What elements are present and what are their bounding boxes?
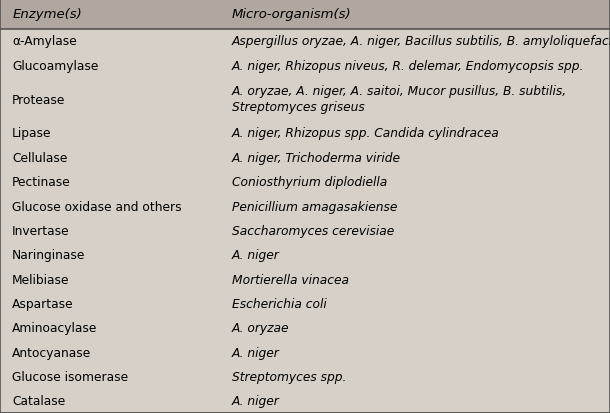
Text: Micro-organism(s): Micro-organism(s) — [232, 8, 351, 21]
Text: Naringinase: Naringinase — [12, 249, 85, 261]
Text: A. niger, Trichoderma viride: A. niger, Trichoderma viride — [232, 152, 401, 164]
Text: Melibiase: Melibiase — [12, 273, 70, 286]
Text: Coniosthyrium diplodiella: Coniosthyrium diplodiella — [232, 176, 387, 189]
Bar — [0, 316, 610, 340]
Text: A. niger, Rhizopus niveus, R. delemar, Endomycopsis spp.: A. niger, Rhizopus niveus, R. delemar, E… — [232, 59, 584, 72]
Bar — [0, 340, 610, 364]
Text: Glucoamylase: Glucoamylase — [12, 59, 99, 72]
Bar — [0, 78, 610, 121]
Text: A. niger: A. niger — [232, 394, 279, 407]
Bar — [0, 146, 610, 170]
Text: Glucose isomerase: Glucose isomerase — [12, 370, 128, 383]
Text: Saccharomyces cerevisiae: Saccharomyces cerevisiae — [232, 224, 394, 237]
Text: Lipase: Lipase — [12, 127, 52, 140]
Text: A. oryzae: A. oryzae — [232, 321, 289, 335]
Text: A. niger, Rhizopus spp. Candida cylindracea: A. niger, Rhizopus spp. Candida cylindra… — [232, 127, 500, 140]
Bar — [0, 389, 610, 413]
Text: Aspartase: Aspartase — [12, 297, 74, 310]
Text: Antocyanase: Antocyanase — [12, 346, 92, 359]
Text: Protease: Protease — [12, 93, 66, 106]
Text: A. niger: A. niger — [232, 249, 279, 261]
Bar — [0, 29, 610, 54]
Bar — [0, 195, 610, 218]
Text: Aminoacylase: Aminoacylase — [12, 321, 98, 335]
Bar — [0, 218, 610, 243]
Text: Escherichia coli: Escherichia coli — [232, 297, 326, 310]
Bar — [0, 243, 610, 267]
Bar — [0, 121, 610, 146]
Text: Catalase: Catalase — [12, 394, 65, 407]
Bar — [0, 364, 610, 389]
Text: Streptomyces griseus: Streptomyces griseus — [232, 101, 365, 114]
Bar — [0, 170, 610, 195]
Text: Cellulase: Cellulase — [12, 152, 68, 164]
Text: Glucose oxidase and others: Glucose oxidase and others — [12, 200, 182, 213]
Text: Aspergillus oryzae, A. niger, Bacillus subtilis, B. amyloliquefaciens.: Aspergillus oryzae, A. niger, Bacillus s… — [232, 35, 610, 48]
Text: A. oryzae, A. niger, A. saitoi, Mucor pusillus, B. subtilis,: A. oryzae, A. niger, A. saitoi, Mucor pu… — [232, 85, 567, 97]
Text: A. niger: A. niger — [232, 346, 279, 359]
Bar — [0, 267, 610, 292]
Text: Penicillium amagasakiense: Penicillium amagasakiense — [232, 200, 397, 213]
Bar — [0, 54, 610, 78]
Text: Pectinase: Pectinase — [12, 176, 71, 189]
Text: Streptomyces spp.: Streptomyces spp. — [232, 370, 346, 383]
Text: Enzyme(s): Enzyme(s) — [12, 8, 82, 21]
Text: Invertase: Invertase — [12, 224, 70, 237]
Text: Mortierella vinacea: Mortierella vinacea — [232, 273, 349, 286]
Text: α-Amylase: α-Amylase — [12, 35, 77, 48]
Bar — [0, 0, 610, 29]
Bar — [0, 292, 610, 316]
